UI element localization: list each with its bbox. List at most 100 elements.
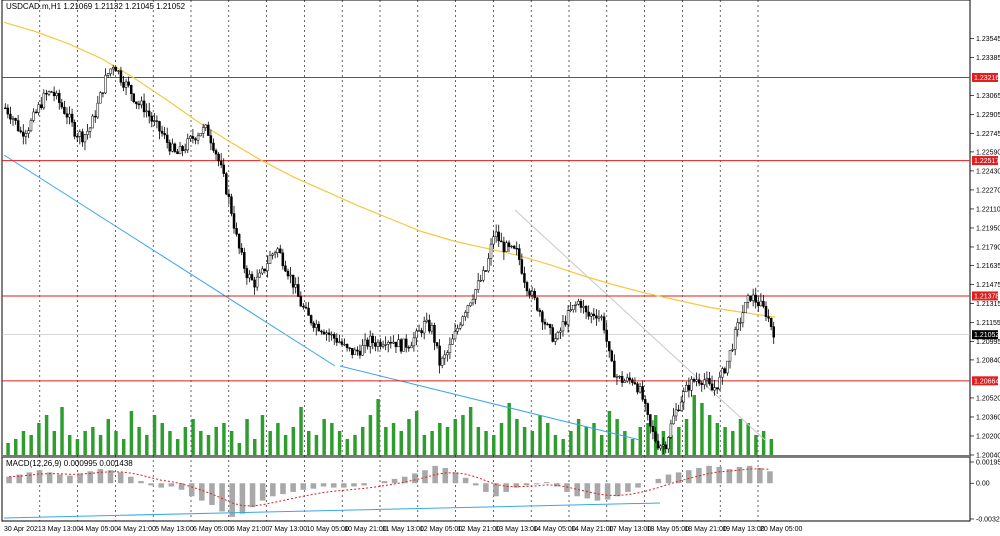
candle-body	[456, 328, 459, 332]
candle-body	[422, 321, 426, 334]
volume-bar	[607, 411, 612, 455]
candle-body	[448, 344, 452, 353]
candle-body	[394, 341, 398, 348]
candle-body	[733, 329, 737, 350]
price-tick-label: 1.22745	[976, 131, 1000, 138]
candle-body	[150, 115, 154, 122]
candle-body	[163, 133, 166, 136]
volume-bar	[29, 435, 33, 455]
candle-body	[235, 228, 238, 235]
volume-bar	[106, 419, 111, 455]
candle-body	[551, 327, 554, 342]
candle-body	[47, 91, 51, 95]
volume-bar	[376, 399, 380, 455]
candle-body	[315, 323, 318, 328]
candle-body	[19, 130, 22, 133]
volume-bar	[599, 435, 604, 455]
candle-body	[261, 268, 264, 274]
macd-trend-line	[3, 502, 661, 519]
volume-bar	[52, 431, 57, 455]
price-tick-label: 1.23385	[976, 55, 1000, 62]
candle-body	[106, 73, 110, 76]
candle-body	[34, 111, 38, 114]
volume-bar	[515, 419, 519, 455]
volume-bar	[337, 431, 342, 455]
candle-body	[736, 322, 739, 330]
candle-body	[255, 276, 259, 288]
volume-bar	[307, 431, 311, 455]
candle-body	[399, 339, 403, 352]
candle-body	[605, 329, 608, 342]
candle-body	[415, 330, 418, 339]
candle-body	[710, 383, 714, 391]
candle-body	[14, 118, 17, 121]
candle-body	[479, 279, 482, 282]
candle-body	[412, 337, 416, 347]
candle-body	[561, 321, 565, 332]
price-tick-label: 1.21315	[976, 301, 1000, 308]
candle-body	[96, 102, 100, 118]
candle-body	[320, 330, 323, 333]
volume-bar	[399, 431, 403, 455]
volume-bar	[299, 407, 303, 455]
time-tick-label: 18 May 05:00	[647, 526, 690, 533]
trend-lines	[3, 154, 766, 441]
price-tick-label: 1.21155	[976, 320, 1000, 327]
volume-bar	[160, 423, 164, 455]
candle-body	[243, 252, 246, 269]
volume-bar	[438, 423, 442, 455]
candle-body	[430, 325, 434, 332]
volume-bar	[468, 407, 473, 455]
price-tick-label: 1.20520	[976, 395, 1000, 402]
price-tick-label: 1.22270	[976, 187, 1000, 194]
volume-bar	[522, 427, 527, 455]
level-price-tag	[972, 291, 998, 301]
candle-body	[484, 270, 488, 272]
candle-body	[183, 149, 187, 151]
volume-bar	[476, 427, 481, 455]
candle-body	[11, 118, 15, 120]
candle-body	[356, 349, 359, 352]
candle-body	[739, 322, 742, 324]
candle-body	[227, 193, 231, 197]
candle-body	[381, 344, 385, 347]
volume-bar	[253, 439, 257, 455]
price-tick-label: 1.20995	[976, 339, 1000, 346]
volume-bar	[98, 435, 103, 455]
candle-body	[258, 272, 261, 278]
candle-body	[24, 133, 28, 137]
candle-body	[397, 339, 400, 348]
candle-body	[718, 376, 721, 390]
time-tick-label: 5 May 13:00	[155, 526, 194, 533]
candle-body	[536, 297, 539, 311]
volume-bar	[646, 423, 650, 455]
candle-body	[410, 345, 413, 349]
volume-bar	[353, 435, 357, 455]
candle-body	[505, 242, 508, 252]
candle-body	[584, 306, 588, 313]
candle-body	[610, 350, 614, 362]
candle-body	[690, 379, 693, 391]
candle-body	[273, 252, 277, 255]
candle-body	[602, 316, 606, 331]
candle-body	[22, 131, 25, 137]
candle-body	[512, 245, 516, 249]
candle-body	[482, 270, 485, 281]
candle-body	[27, 130, 30, 134]
candle-body	[530, 291, 534, 296]
candle-body	[366, 339, 369, 347]
moving-average	[3, 21, 776, 318]
candle-body	[32, 111, 35, 121]
candle-body	[340, 341, 344, 345]
candle-body	[248, 274, 251, 279]
price-tick-label: 1.22905	[976, 112, 1000, 119]
candle-body	[65, 113, 69, 118]
time-tick-label: 14 May 05:00	[533, 526, 576, 533]
candle-body	[464, 312, 467, 318]
candlesticks	[4, 64, 775, 454]
candle-body	[350, 347, 354, 355]
candle-body	[762, 300, 765, 307]
candle-body	[525, 282, 529, 292]
candle-body	[189, 136, 192, 139]
